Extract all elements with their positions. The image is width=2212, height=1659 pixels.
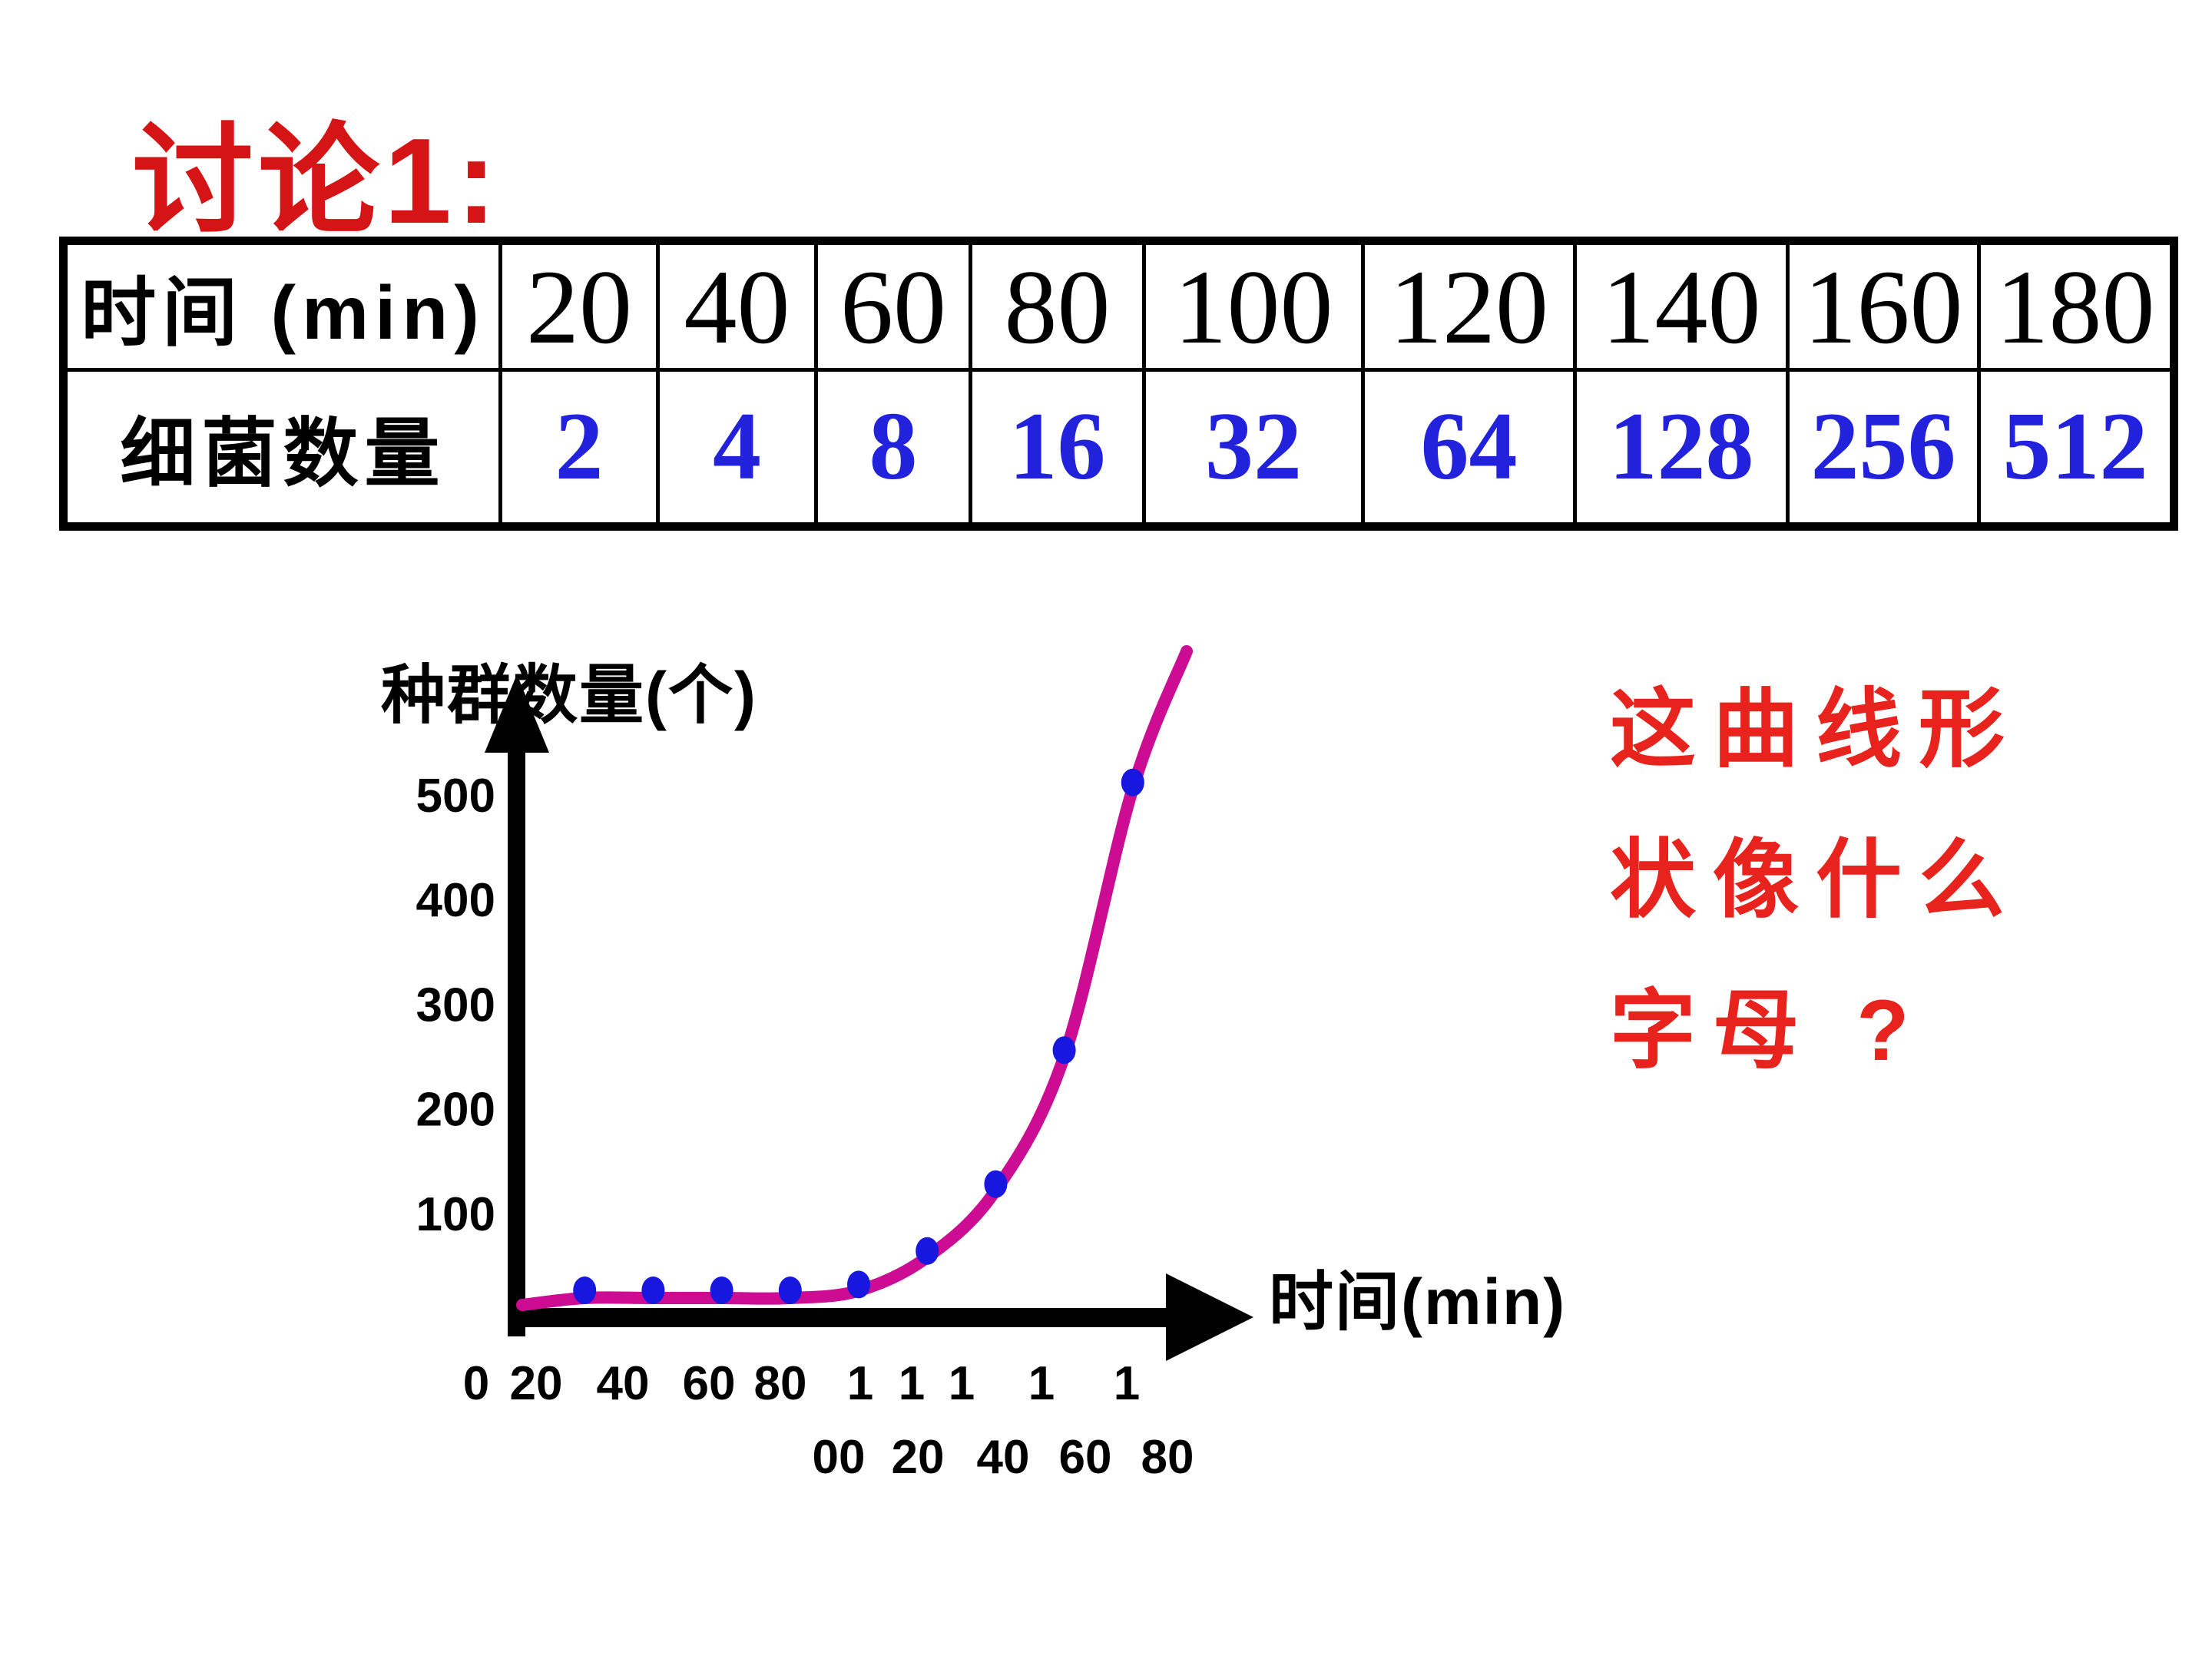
data-point — [573, 1277, 597, 1304]
data-points — [573, 768, 1144, 1304]
count-value-cell: 2 — [498, 368, 660, 528]
y-tick-label: 400 — [416, 874, 495, 927]
count-value-cell: 512 — [1977, 368, 2176, 528]
slide-title: 讨论1: — [132, 114, 502, 249]
time-value-cell: 120 — [1361, 239, 1577, 372]
count-value-cell: 64 — [1361, 368, 1577, 528]
time-value-cell: 20 — [498, 239, 660, 372]
x-tick-label: 20 — [892, 1431, 945, 1484]
count-value-cell: 16 — [969, 368, 1146, 528]
question-line-2: 状像什么 — [1610, 832, 2022, 928]
time-header-label: 时间 (min) — [61, 239, 502, 372]
y-axis-arrowhead — [485, 674, 549, 753]
x-tick-label: 80 — [754, 1357, 807, 1410]
data-point — [1052, 1036, 1076, 1065]
table-row-time: 时间 (min) 20 40 60 80 100 120 140 160 180 — [61, 239, 2176, 372]
y-tick-label: 300 — [416, 979, 495, 1031]
x-tick-label: 40 — [597, 1357, 650, 1410]
time-value-cell: 140 — [1573, 239, 1790, 372]
count-value-cell: 4 — [656, 368, 818, 528]
y-tick-label: 200 — [416, 1084, 495, 1137]
x-tick-label: 60 — [1059, 1431, 1112, 1484]
question-text: 这曲线形 状像什么 字母 ? — [1610, 654, 2163, 1106]
y-axis-ticks: 500 400 300 200 100 — [416, 770, 495, 1241]
question-line-1: 这曲线形 — [1610, 681, 2022, 777]
data-point — [1121, 768, 1144, 796]
y-tick-label: 100 — [416, 1188, 495, 1241]
count-value-cell: 32 — [1142, 368, 1365, 528]
x-tick-label: 1 — [1028, 1357, 1055, 1410]
y-axis-label: 种群数量(个) — [381, 659, 757, 731]
time-value-cell: 60 — [814, 239, 972, 372]
x-tick-label: 20 — [510, 1357, 563, 1410]
data-point — [710, 1277, 733, 1304]
data-point — [778, 1277, 802, 1304]
question-line-3: 字母 ? — [1610, 982, 1926, 1078]
count-value-cell: 8 — [814, 368, 972, 528]
x-tick-label: 00 — [813, 1431, 866, 1484]
time-value-cell: 40 — [656, 239, 818, 372]
x-tick-label: 1 — [1114, 1357, 1140, 1410]
data-point — [916, 1237, 939, 1265]
x-tick-label: 40 — [977, 1431, 1030, 1484]
x-axis-label: 时间(min) — [1269, 1266, 1567, 1338]
x-tick-label: 0 — [463, 1357, 489, 1410]
x-tick-label: 80 — [1141, 1431, 1194, 1484]
count-value-cell: 128 — [1573, 368, 1790, 528]
count-header-label: 细菌数量 — [61, 368, 502, 528]
time-value-cell: 180 — [1977, 239, 2176, 372]
x-axis-arrowhead — [1166, 1273, 1253, 1361]
growth-curve — [516, 645, 1193, 1311]
time-value-cell: 80 — [969, 239, 1146, 372]
data-point — [984, 1170, 1008, 1198]
time-value-cell: 100 — [1142, 239, 1365, 372]
x-tick-label: 1 — [899, 1357, 925, 1410]
x-axis — [508, 1308, 1168, 1327]
time-value-cell: 160 — [1786, 239, 1981, 372]
x-tick-label: 1 — [847, 1357, 873, 1410]
data-point — [641, 1277, 665, 1304]
x-tick-label: 1 — [949, 1357, 975, 1410]
data-table: 时间 (min) 20 40 60 80 100 120 140 160 180… — [59, 237, 2178, 531]
data-point — [847, 1270, 870, 1299]
table-row-count: 细菌数量 2 4 8 16 32 64 128 256 512 — [61, 368, 2176, 528]
count-value-cell: 256 — [1786, 368, 1981, 528]
x-tick-label: 60 — [683, 1357, 736, 1410]
x-axis-ticks: 0 20 40 60 80 1 1 1 1 100 20 40 60 80 — [463, 1357, 1194, 1484]
y-tick-label: 500 — [416, 770, 495, 823]
y-axis — [508, 743, 525, 1336]
